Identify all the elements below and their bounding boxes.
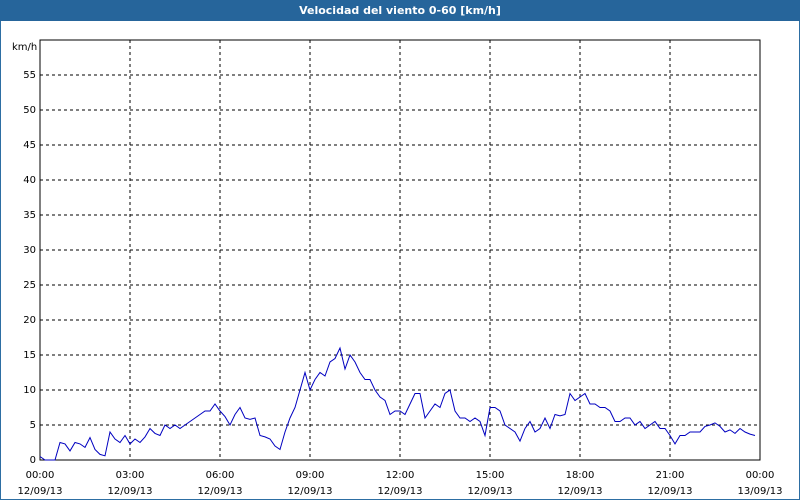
plot-frame xyxy=(39,39,761,461)
y-tick-label: 30 xyxy=(23,245,36,256)
y-tick-label: 15 xyxy=(23,350,36,361)
y-tick-label: 35 xyxy=(23,210,36,221)
x-tick-label: 15:00 xyxy=(476,470,505,481)
y-tick-label: 20 xyxy=(23,315,36,326)
x-tick-date: 12/09/13 xyxy=(198,486,243,497)
x-tick-label: 00:00 xyxy=(746,470,775,481)
x-tick-date: 12/09/13 xyxy=(378,486,423,497)
y-axis-label: km/h xyxy=(12,42,37,53)
chart-title: Velocidad del viento 0-60 [km/h] xyxy=(299,4,501,17)
x-tick-date: 12/09/13 xyxy=(468,486,513,497)
y-tick-label: 25 xyxy=(23,280,36,291)
data-line xyxy=(39,346,756,461)
x-tick-label: 03:00 xyxy=(116,470,145,481)
x-tick-label: 00:00 xyxy=(26,470,55,481)
x-tick-label: 06:00 xyxy=(206,470,235,481)
x-tick-label: 21:00 xyxy=(656,470,685,481)
y-tick-label: 5 xyxy=(30,420,36,431)
y-tick-label: 55 xyxy=(23,70,36,81)
x-tick-date: 12/09/13 xyxy=(108,486,153,497)
title-bar xyxy=(0,0,800,21)
x-tick-date: 13/09/13 xyxy=(738,486,783,497)
y-tick-label: 10 xyxy=(23,385,36,396)
x-tick-date: 12/09/13 xyxy=(648,486,693,497)
x-tick-date: 12/09/13 xyxy=(558,486,603,497)
x-tick-label: 09:00 xyxy=(296,470,325,481)
y-tick-label: 0 xyxy=(30,455,36,466)
x-tick-label: 12:00 xyxy=(386,470,415,481)
y-tick-label: 40 xyxy=(23,175,36,186)
y-tick-label: 45 xyxy=(23,140,36,151)
y-tick-label: 50 xyxy=(23,105,36,116)
x-tick-label: 18:00 xyxy=(566,470,595,481)
x-tick-date: 12/09/13 xyxy=(18,486,63,497)
x-tick-date: 12/09/13 xyxy=(288,486,333,497)
